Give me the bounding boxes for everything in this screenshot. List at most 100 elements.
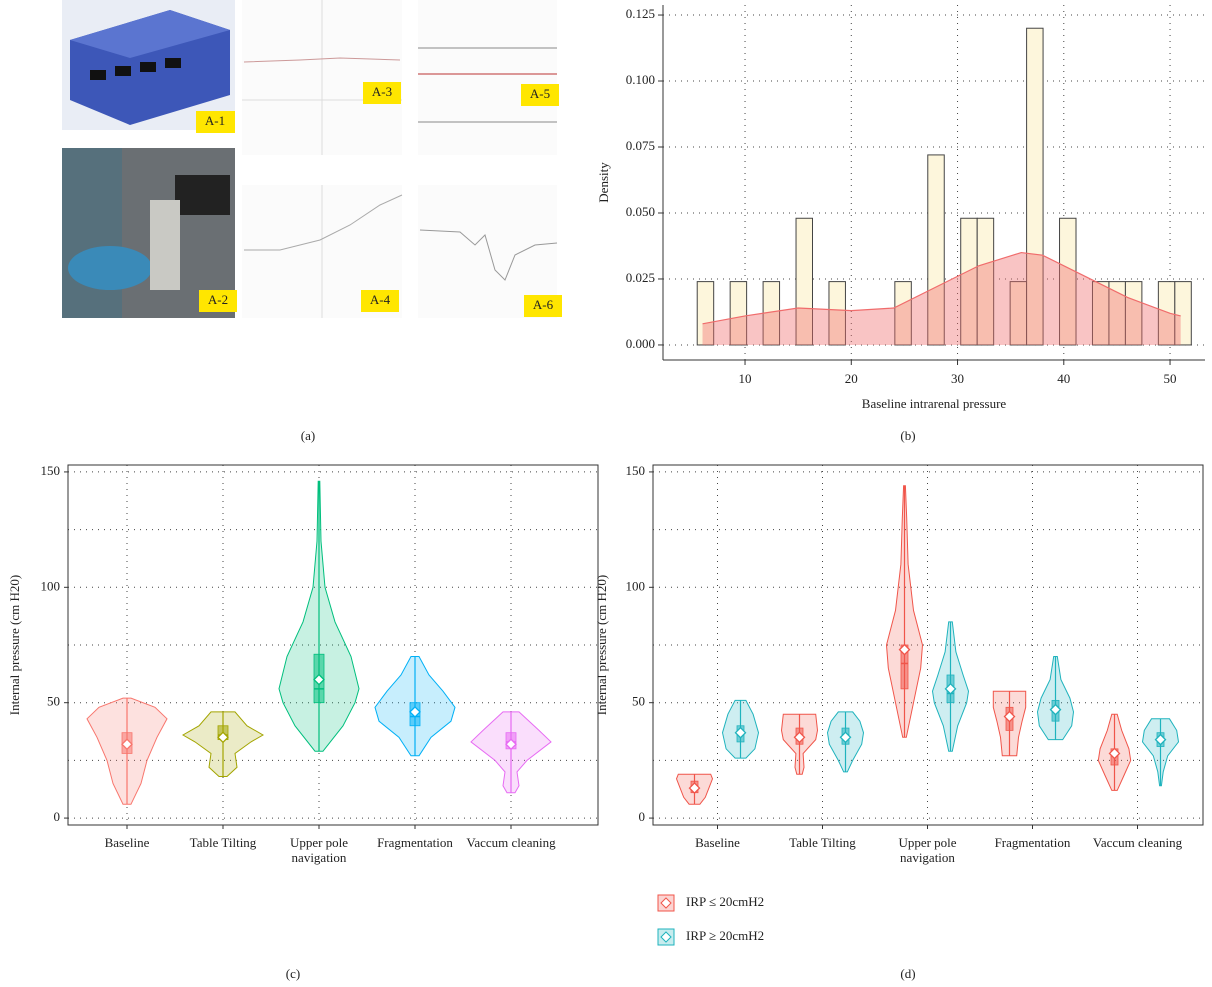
photo-label: A-2: [208, 292, 228, 307]
x-tick-label: 50: [1164, 371, 1177, 386]
photo-laptop: [175, 175, 230, 215]
bar: [729, 281, 748, 346]
panel-label: (c): [286, 966, 300, 981]
photo-tag: [361, 290, 399, 312]
x-tick-label: 10: [739, 371, 752, 386]
x-tick-label: 40: [1057, 371, 1070, 386]
bar: [1174, 281, 1192, 346]
panel-label: (d): [900, 966, 915, 981]
photo-panel: A-1 A-2 A-3 A-4 A-5 A-6: [62, 0, 562, 318]
device-port: [115, 66, 131, 76]
x-tick-label: Fragmentation: [994, 835, 1071, 850]
y-tick-label: 0.100: [626, 72, 655, 87]
y-tick-label: 0.025: [626, 270, 655, 285]
x-tick-label: Baseline: [104, 835, 150, 850]
x-tick-label: Vaccum cleaning: [1092, 835, 1183, 850]
photo-label: A-6: [533, 297, 554, 312]
mean-marker: [409, 706, 421, 718]
y-tick-label: 50: [47, 694, 60, 709]
x-axis-title: Baseline intrarenal pressure: [862, 396, 1007, 411]
mean-marker: [217, 731, 229, 744]
y-tick-label: 150: [626, 463, 646, 478]
y-tick-label: 50: [632, 694, 645, 709]
bar: [795, 217, 813, 346]
x-tick-label: Baseline: [695, 835, 740, 850]
device-top: [70, 10, 230, 58]
x-tick-label-box: Vaccum cleaning: [1092, 835, 1183, 850]
x-tick-label-box: Baseline: [695, 835, 740, 850]
photo-tag: [524, 295, 562, 317]
x-tick-label: Vaccum cleaning: [466, 835, 556, 850]
x-tick-label-box: Fragmentation: [994, 835, 1071, 850]
x-tick-label: Table Tilting: [189, 835, 257, 850]
x-tick-label-box: Fragmentation: [377, 835, 453, 850]
bar: [927, 154, 945, 346]
density-line: [702, 251, 1181, 325]
bar: [894, 281, 912, 346]
y-tick-label: 100: [41, 578, 61, 593]
y-tick-label: 150: [41, 463, 61, 478]
trace-line: [243, 57, 401, 63]
trace-line: [419, 229, 558, 281]
x-tick-label-box: Vaccum cleaning: [466, 835, 556, 850]
x-tick-label: Upper pole navigation: [898, 835, 957, 865]
photo-label: A-1: [205, 113, 225, 128]
mean-marker: [1003, 710, 1016, 723]
trace-panel: [418, 0, 557, 155]
x-tick-label: 30: [951, 371, 964, 386]
x-tick-label-box: Upper pole navigation: [289, 835, 349, 865]
photo-tag: [199, 290, 237, 312]
bar: [696, 281, 715, 346]
y-axis-title: Internal pressure (cm H20): [7, 575, 22, 715]
x-tick-label-box: Upper pole navigation: [898, 835, 957, 865]
photo-tag: [196, 111, 235, 133]
mean-marker: [898, 643, 911, 656]
y-tick-label: 100: [626, 578, 646, 593]
bar: [976, 217, 995, 346]
panel-label: (b): [900, 428, 915, 443]
panel-label: (a): [301, 428, 315, 443]
photo-cart: [150, 200, 180, 290]
legend-label: IRP ≥ 20cmH2: [686, 928, 764, 943]
mean-marker: [944, 682, 957, 695]
x-tick-label: 20: [845, 371, 858, 386]
plot-frame: [67, 464, 599, 826]
y-tick-label: 0: [54, 809, 61, 824]
y-tick-label: 0.000: [626, 336, 655, 351]
photo-label: A-5: [530, 86, 550, 101]
legend-label: IRP ≤ 20cmH2: [686, 894, 764, 909]
mean-marker: [1108, 747, 1121, 760]
x-tick-label-box: Table Tilting: [789, 835, 856, 850]
mean-marker: [505, 738, 517, 751]
x-tick-label-box: Table Tilting: [189, 835, 257, 850]
photo-label: A-3: [372, 84, 392, 99]
bar: [1059, 217, 1077, 346]
photo-tag: [363, 82, 401, 104]
mean-marker: [839, 731, 852, 744]
y-axis-title: Internal pressure (cm H20): [594, 575, 609, 715]
y-tick-label: 0.125: [626, 6, 655, 21]
device-port: [140, 62, 156, 72]
y-tick-label: 0: [639, 809, 646, 824]
x-tick-label: Fragmentation: [377, 835, 453, 850]
device-port: [90, 70, 106, 80]
mean-marker: [313, 673, 325, 686]
x-tick-label: Upper pole navigation: [289, 835, 349, 865]
y-tick-label: 0.075: [626, 138, 655, 153]
bar: [1026, 27, 1044, 346]
y-tick-label: 0.050: [626, 204, 655, 219]
x-tick-label-box: Baseline: [104, 835, 150, 850]
mean-marker: [734, 726, 747, 739]
density-area: [702, 252, 1181, 345]
photo-stool: [68, 246, 152, 290]
device-port: [165, 58, 181, 68]
mean-marker: [688, 782, 701, 794]
mean-marker: [1049, 703, 1062, 716]
legend-swatch-mark: [660, 931, 672, 943]
photo-room-bg: [62, 148, 122, 318]
bar: [828, 281, 846, 346]
photo-tag: [521, 84, 559, 106]
mean-marker: [793, 731, 806, 744]
y-axis-title: Density: [596, 162, 611, 203]
